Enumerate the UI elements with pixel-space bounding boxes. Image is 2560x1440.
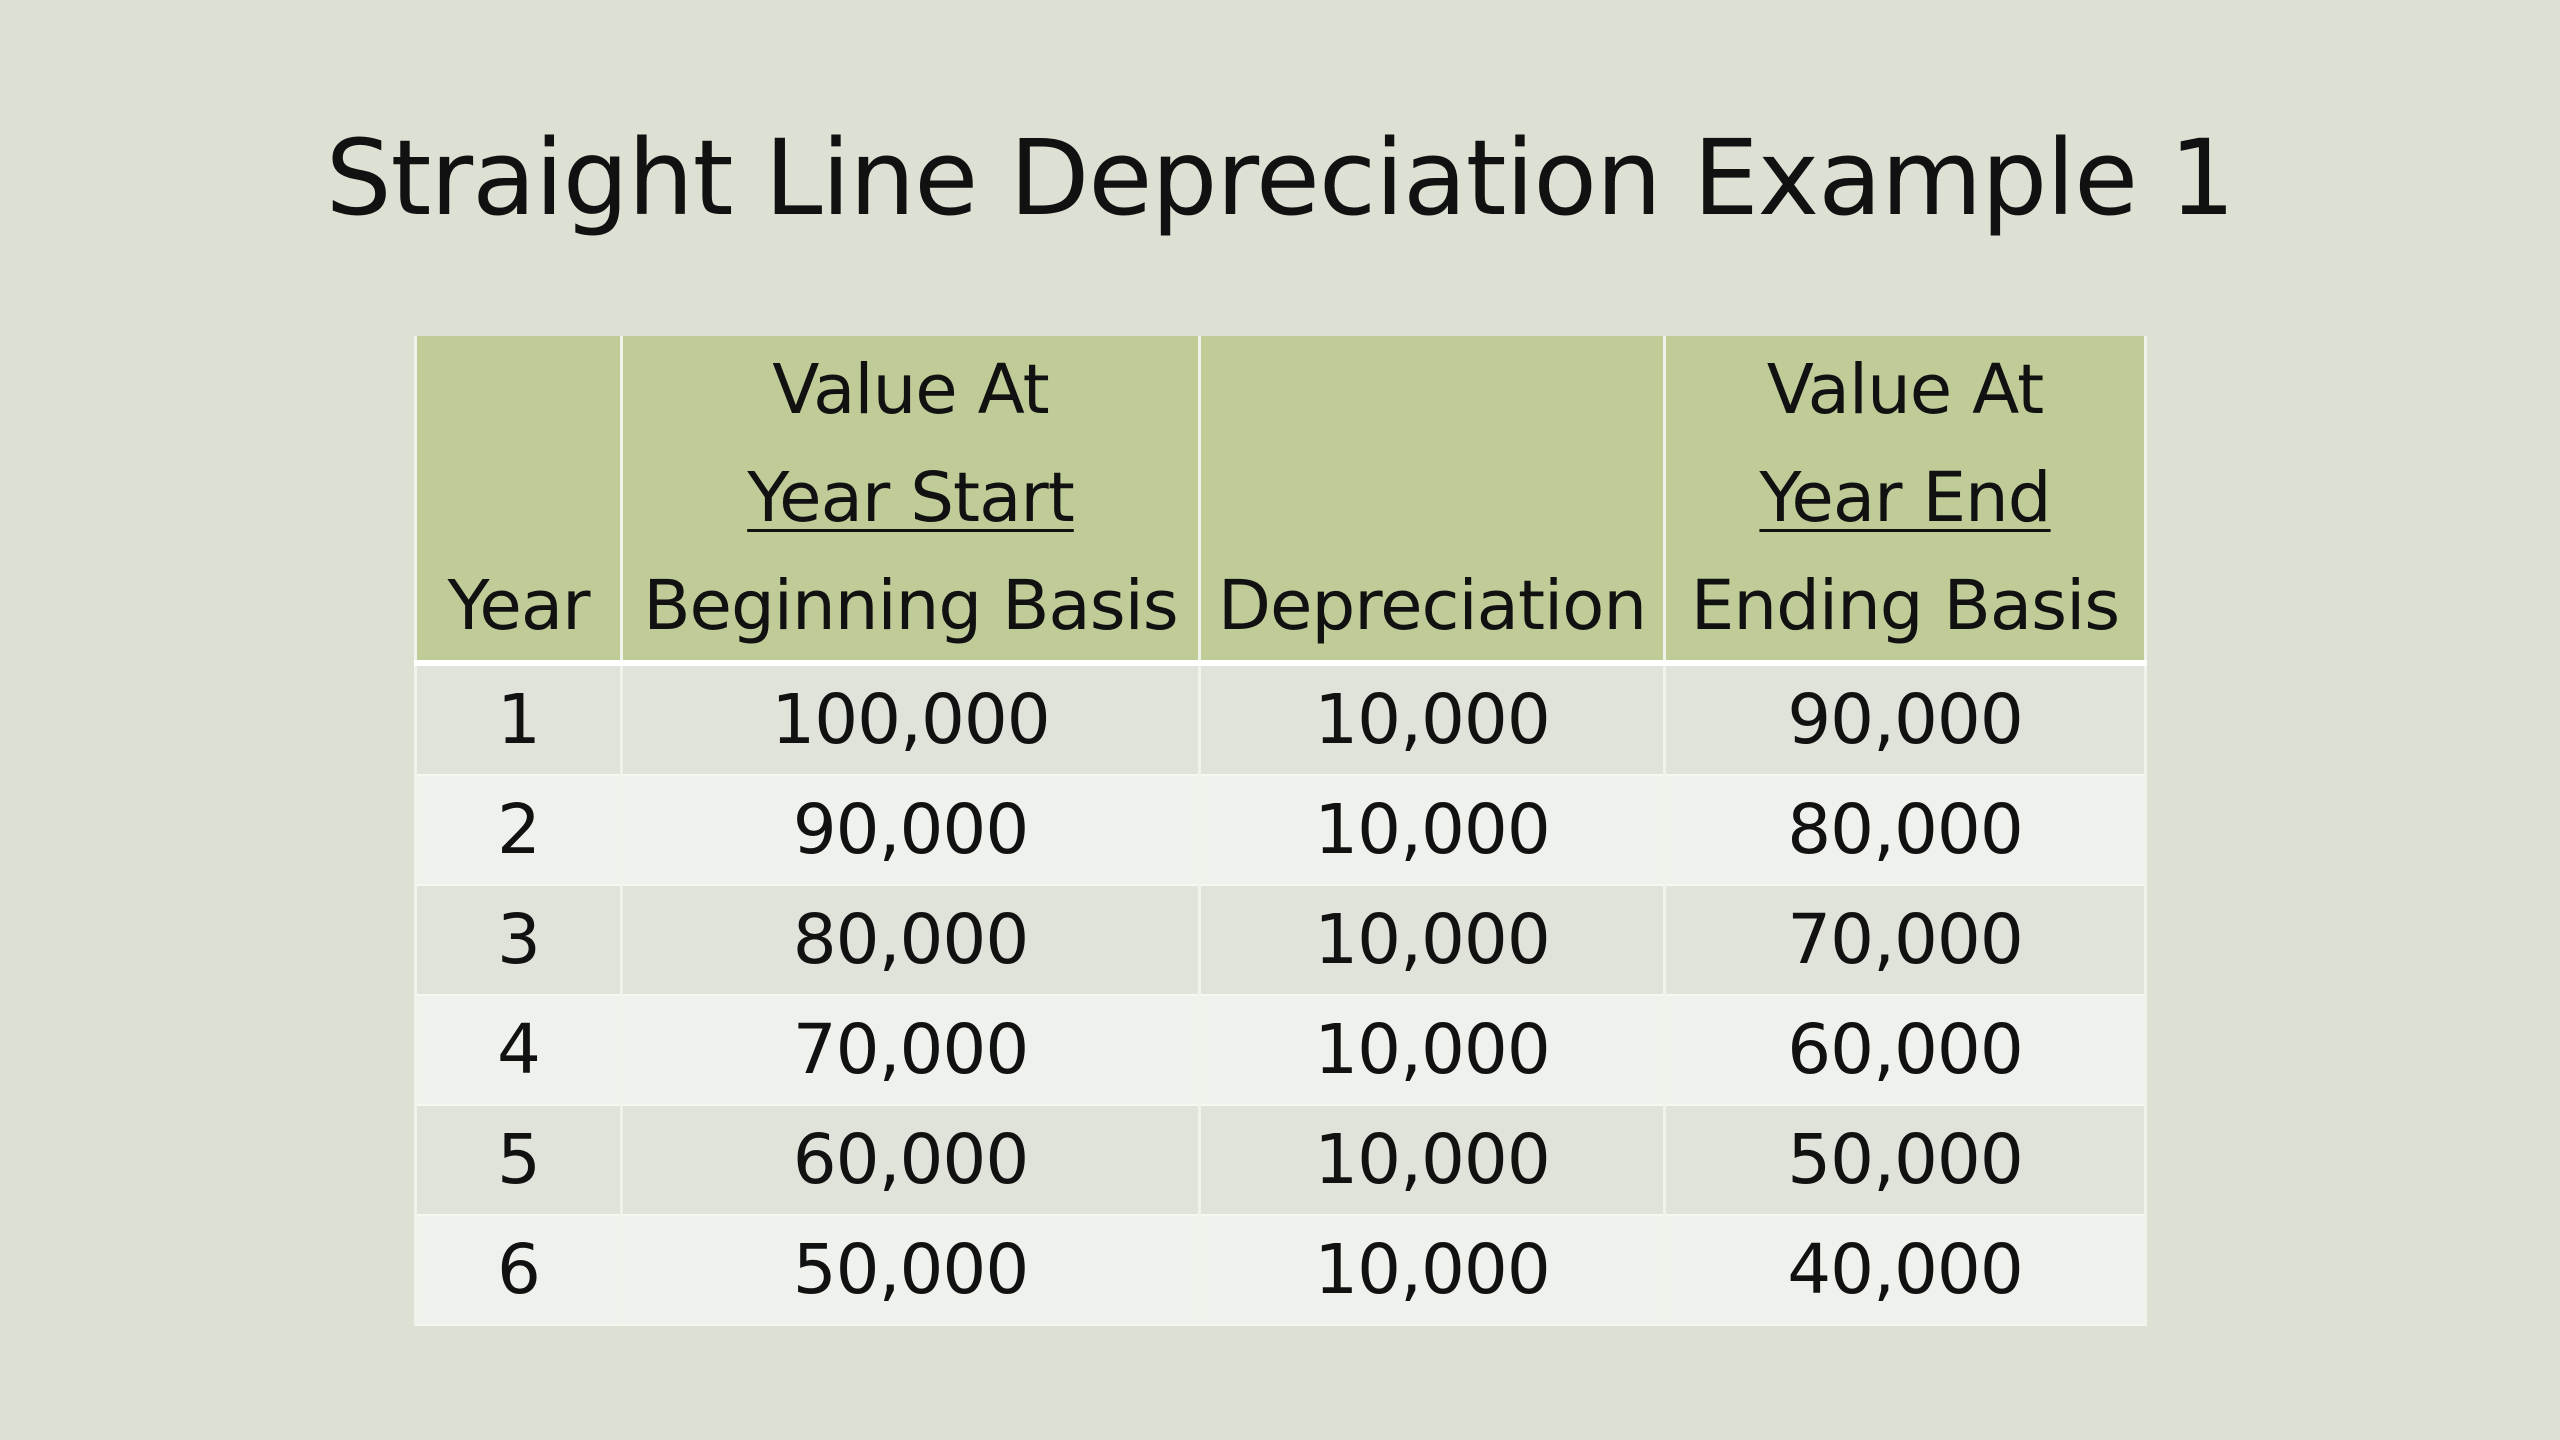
table-body: 1 100,000 10,000 90,000 2 90,000 10,000 … (414, 663, 2147, 1326)
header-row: Year Value At Year Start Beginning Basis… (414, 336, 2147, 663)
table-header: Year Value At Year Start Beginning Basis… (414, 336, 2147, 663)
header-ending-basis: Value At Year End Ending Basis (1663, 336, 2147, 663)
cell-year: 5 (414, 1105, 623, 1216)
cell-depreciation: 10,000 (1198, 995, 1666, 1106)
cell-depreciation: 10,000 (1198, 885, 1666, 996)
table-row: 2 90,000 10,000 80,000 (414, 775, 2147, 886)
header-ending-line2: Year End (1759, 458, 2051, 538)
cell-beginning-basis: 80,000 (620, 885, 1201, 996)
cell-year: 2 (414, 775, 623, 886)
header-ending-line3: Ending Basis (1690, 566, 2120, 646)
cell-ending-basis: 90,000 (1663, 663, 2147, 776)
table-row: 6 50,000 10,000 40,000 (414, 1215, 2147, 1326)
cell-depreciation: 10,000 (1198, 663, 1666, 776)
cell-ending-basis: 40,000 (1663, 1215, 2147, 1326)
cell-depreciation: 10,000 (1198, 1105, 1666, 1216)
cell-depreciation: 10,000 (1198, 775, 1666, 886)
cell-depreciation: 10,000 (1198, 1215, 1666, 1326)
header-beginning-line1: Value At (772, 350, 1049, 430)
depreciation-table-container: Year Value At Year Start Beginning Basis… (414, 336, 2147, 1326)
header-depreciation: Depreciation (1198, 336, 1666, 663)
page-title: Straight Line Depreciation Example 1 (325, 117, 2236, 239)
header-depreciation-label: Depreciation (1217, 566, 1647, 646)
cell-beginning-basis: 90,000 (620, 775, 1201, 886)
table-row: 5 60,000 10,000 50,000 (414, 1105, 2147, 1216)
cell-ending-basis: 50,000 (1663, 1105, 2147, 1216)
cell-beginning-basis: 50,000 (620, 1215, 1201, 1326)
table-row: 4 70,000 10,000 60,000 (414, 995, 2147, 1106)
header-ending-line1: Value At (1766, 350, 2044, 430)
cell-ending-basis: 80,000 (1663, 775, 2147, 886)
cell-year: 3 (414, 885, 623, 996)
cell-beginning-basis: 60,000 (620, 1105, 1201, 1216)
depreciation-table: Year Value At Year Start Beginning Basis… (414, 336, 2147, 1326)
header-year-label: Year (447, 566, 590, 646)
header-ending-line2-wrap: Year End (1666, 444, 2144, 552)
cell-beginning-basis: 70,000 (620, 995, 1201, 1106)
cell-ending-basis: 60,000 (1663, 995, 2147, 1106)
header-beginning-line3: Beginning Basis (643, 566, 1179, 646)
cell-year: 1 (414, 663, 623, 776)
header-beginning-line2-wrap: Year Start (623, 444, 1198, 552)
cell-year: 6 (414, 1215, 623, 1326)
cell-year: 4 (414, 995, 623, 1106)
header-beginning-line2: Year Start (747, 458, 1075, 538)
table-row: 3 80,000 10,000 70,000 (414, 885, 2147, 996)
table-row: 1 100,000 10,000 90,000 (414, 663, 2147, 776)
cell-ending-basis: 70,000 (1663, 885, 2147, 996)
header-beginning-basis: Value At Year Start Beginning Basis (620, 336, 1201, 663)
cell-beginning-basis: 100,000 (620, 663, 1201, 776)
header-year: Year (414, 336, 623, 663)
